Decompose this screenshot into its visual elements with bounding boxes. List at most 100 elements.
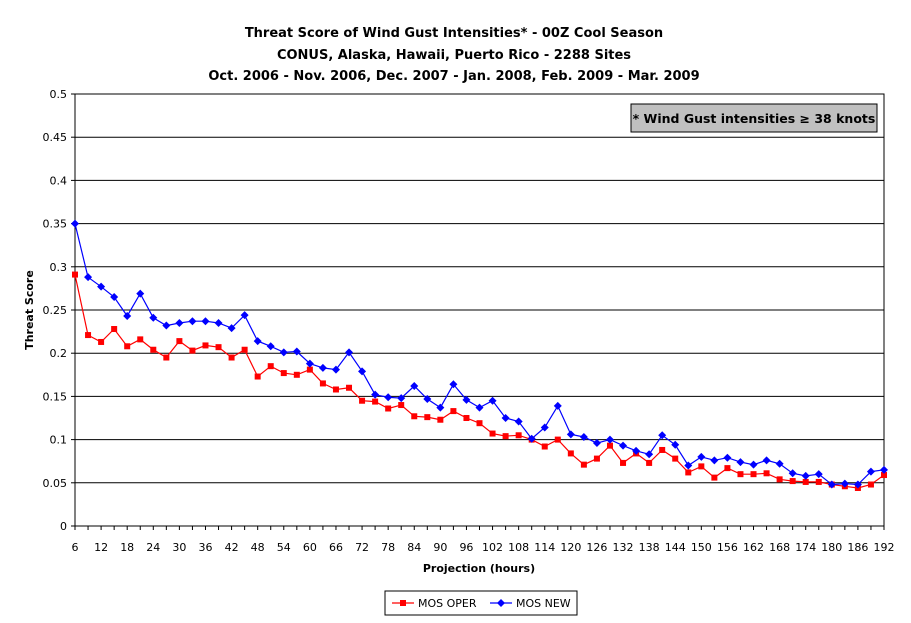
data-point bbox=[241, 346, 248, 353]
y-tick-label: 0.35 bbox=[43, 218, 68, 231]
data-point bbox=[84, 273, 93, 282]
title-line-3: Oct. 2006 - Nov. 2006, Dec. 2007 - Jan. … bbox=[208, 69, 699, 84]
data-point bbox=[592, 439, 601, 448]
series-line-mos-oper bbox=[74, 274, 885, 489]
legend-label-mos-oper: MOS OPER bbox=[418, 597, 477, 610]
data-point bbox=[424, 414, 431, 421]
data-point bbox=[775, 459, 784, 468]
data-point bbox=[371, 390, 380, 399]
data-point bbox=[880, 465, 888, 474]
series-layer bbox=[71, 219, 888, 491]
y-tick-label: 0.3 bbox=[50, 261, 68, 274]
data-point bbox=[801, 471, 810, 480]
data-point bbox=[541, 443, 548, 450]
y-tick-label: 0.45 bbox=[43, 131, 68, 144]
data-point bbox=[698, 463, 705, 470]
data-point bbox=[436, 403, 445, 412]
data-point bbox=[254, 373, 261, 380]
data-point bbox=[463, 415, 470, 421]
y-tick-label: 0.4 bbox=[50, 174, 68, 187]
data-point bbox=[737, 471, 744, 478]
data-point bbox=[398, 402, 405, 409]
x-tick-label: 60 bbox=[303, 541, 317, 554]
gridlines bbox=[75, 136, 884, 484]
data-point bbox=[671, 440, 680, 449]
data-point bbox=[749, 460, 758, 469]
x-tick-label: 180 bbox=[821, 541, 842, 554]
data-point bbox=[358, 367, 367, 376]
data-point bbox=[332, 386, 339, 393]
data-point bbox=[227, 324, 236, 333]
data-point bbox=[853, 480, 862, 489]
data-point bbox=[593, 455, 600, 462]
data-point bbox=[881, 472, 887, 479]
x-tick-label: 72 bbox=[355, 541, 369, 554]
data-point bbox=[176, 338, 183, 345]
y-tick-label: 0.15 bbox=[43, 390, 68, 403]
data-point bbox=[267, 363, 274, 370]
data-point bbox=[163, 354, 170, 361]
data-point bbox=[162, 321, 171, 330]
data-point bbox=[502, 433, 509, 440]
data-point bbox=[514, 417, 523, 426]
y-tick-label: 0.25 bbox=[43, 304, 68, 317]
x-axis-label: Projection (hours) bbox=[423, 562, 535, 575]
data-point bbox=[710, 456, 719, 465]
data-point bbox=[136, 289, 145, 298]
data-point bbox=[111, 326, 118, 333]
x-tick-label: 66 bbox=[329, 541, 343, 554]
data-point bbox=[397, 394, 406, 403]
data-point bbox=[645, 450, 654, 459]
data-point bbox=[85, 332, 92, 339]
x-tick-label: 168 bbox=[769, 541, 790, 554]
data-point bbox=[450, 408, 457, 415]
data-point bbox=[423, 394, 432, 403]
data-point bbox=[553, 401, 562, 410]
data-point bbox=[763, 470, 770, 477]
data-point bbox=[672, 455, 679, 462]
data-point bbox=[554, 436, 561, 443]
x-tick-label: 132 bbox=[613, 541, 634, 554]
data-point bbox=[175, 318, 184, 327]
data-point bbox=[723, 453, 732, 462]
data-point bbox=[331, 365, 340, 374]
data-point bbox=[359, 397, 366, 404]
data-point bbox=[98, 338, 105, 345]
data-point bbox=[750, 471, 757, 478]
data-point bbox=[632, 446, 641, 455]
chart-title: Threat Score of Wind Gust Intensities* -… bbox=[208, 26, 699, 84]
data-point bbox=[189, 347, 196, 354]
data-point bbox=[475, 403, 484, 412]
data-point bbox=[566, 430, 575, 439]
x-tick-label: 78 bbox=[381, 541, 395, 554]
data-point bbox=[685, 469, 692, 476]
x-axis: 6 12 18 24 30 36 42 48 54 60 66 72 78 84 90 96 102 108 114… bbox=[72, 526, 895, 554]
data-point bbox=[279, 348, 288, 357]
data-point bbox=[684, 461, 693, 470]
data-point bbox=[215, 344, 222, 351]
data-point bbox=[488, 396, 497, 405]
data-point bbox=[411, 413, 418, 420]
y-tick-label: 0.2 bbox=[50, 347, 68, 360]
data-point bbox=[606, 442, 613, 449]
data-point bbox=[449, 380, 458, 389]
data-point bbox=[580, 461, 587, 468]
data-point bbox=[619, 441, 628, 450]
data-point bbox=[762, 456, 771, 465]
data-point bbox=[188, 317, 197, 326]
data-point bbox=[476, 420, 483, 427]
y-tick-label: 0.1 bbox=[50, 434, 68, 447]
x-tick-label: 18 bbox=[120, 541, 134, 554]
y-tick-label: 0.05 bbox=[43, 477, 68, 490]
data-point bbox=[384, 393, 393, 402]
data-point bbox=[280, 370, 287, 377]
data-point bbox=[319, 380, 326, 387]
data-point bbox=[318, 363, 327, 372]
title-line-2: CONUS, Alaska, Hawaii, Puerto Rico - 228… bbox=[277, 48, 631, 63]
data-point bbox=[567, 450, 574, 457]
data-point bbox=[605, 435, 614, 444]
data-point bbox=[697, 452, 706, 461]
data-point bbox=[579, 433, 588, 442]
data-point bbox=[253, 337, 262, 346]
